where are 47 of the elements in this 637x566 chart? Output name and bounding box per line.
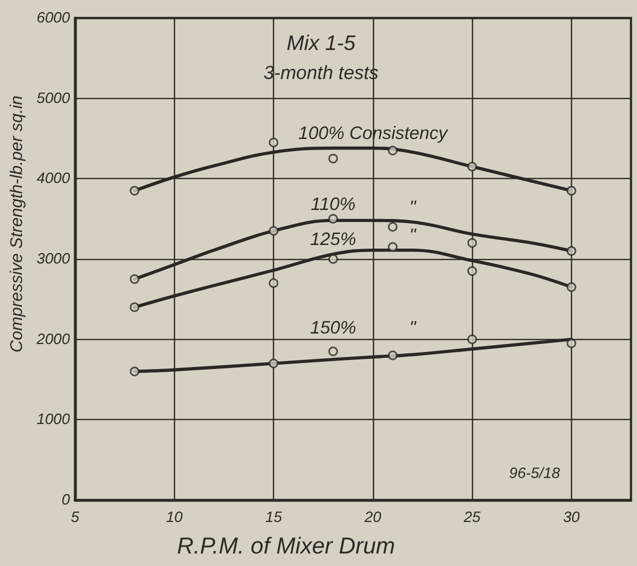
point xyxy=(130,186,140,196)
x-tick-label: 5 xyxy=(70,509,80,526)
point xyxy=(566,282,576,292)
x-tick-label: 10 xyxy=(166,509,184,526)
y-tick-label: 6000 xyxy=(36,10,71,26)
point xyxy=(467,238,477,248)
x-tick-label: 15 xyxy=(265,509,283,526)
y-tick-label: 5000 xyxy=(36,90,71,107)
point xyxy=(467,162,477,172)
y-tick-label: 0 xyxy=(62,492,71,508)
point xyxy=(328,254,338,264)
point xyxy=(268,278,278,288)
point xyxy=(467,266,477,276)
x-axis-title: R.P.M. of Mixer Drum xyxy=(176,532,396,558)
annotation: " xyxy=(409,317,418,338)
annotation: " xyxy=(409,225,418,246)
point xyxy=(566,338,576,348)
point xyxy=(268,358,278,368)
point xyxy=(388,222,398,232)
text: Mix 1-5 xyxy=(286,32,356,55)
point xyxy=(328,214,338,224)
point xyxy=(268,226,278,236)
annotation: " xyxy=(409,197,418,218)
point xyxy=(130,302,140,312)
annotation: 150% xyxy=(310,317,356,338)
point xyxy=(566,186,576,196)
y-tick-label: 4000 xyxy=(36,170,71,188)
annotation: 110% xyxy=(310,194,356,214)
x-tick-label: 25 xyxy=(462,509,482,526)
annotation: 125% xyxy=(310,229,356,250)
point xyxy=(388,146,398,156)
point xyxy=(268,138,278,148)
point xyxy=(388,242,398,252)
x-tick-label: 20 xyxy=(364,509,382,526)
y-axis-title: Compressive Strength-lb.per sq.in xyxy=(7,95,26,353)
point xyxy=(328,154,338,164)
y-tick-label: 3000 xyxy=(36,250,71,268)
point xyxy=(467,334,477,344)
point xyxy=(566,246,576,256)
point xyxy=(130,274,140,284)
point xyxy=(130,366,140,376)
point xyxy=(388,350,398,360)
annotation: 96-5/18 xyxy=(509,465,561,482)
x-tick-label: 30 xyxy=(563,509,580,526)
y-tick-label: 1000 xyxy=(36,411,71,428)
point xyxy=(328,346,338,356)
y-tick-label: 2000 xyxy=(36,330,71,348)
